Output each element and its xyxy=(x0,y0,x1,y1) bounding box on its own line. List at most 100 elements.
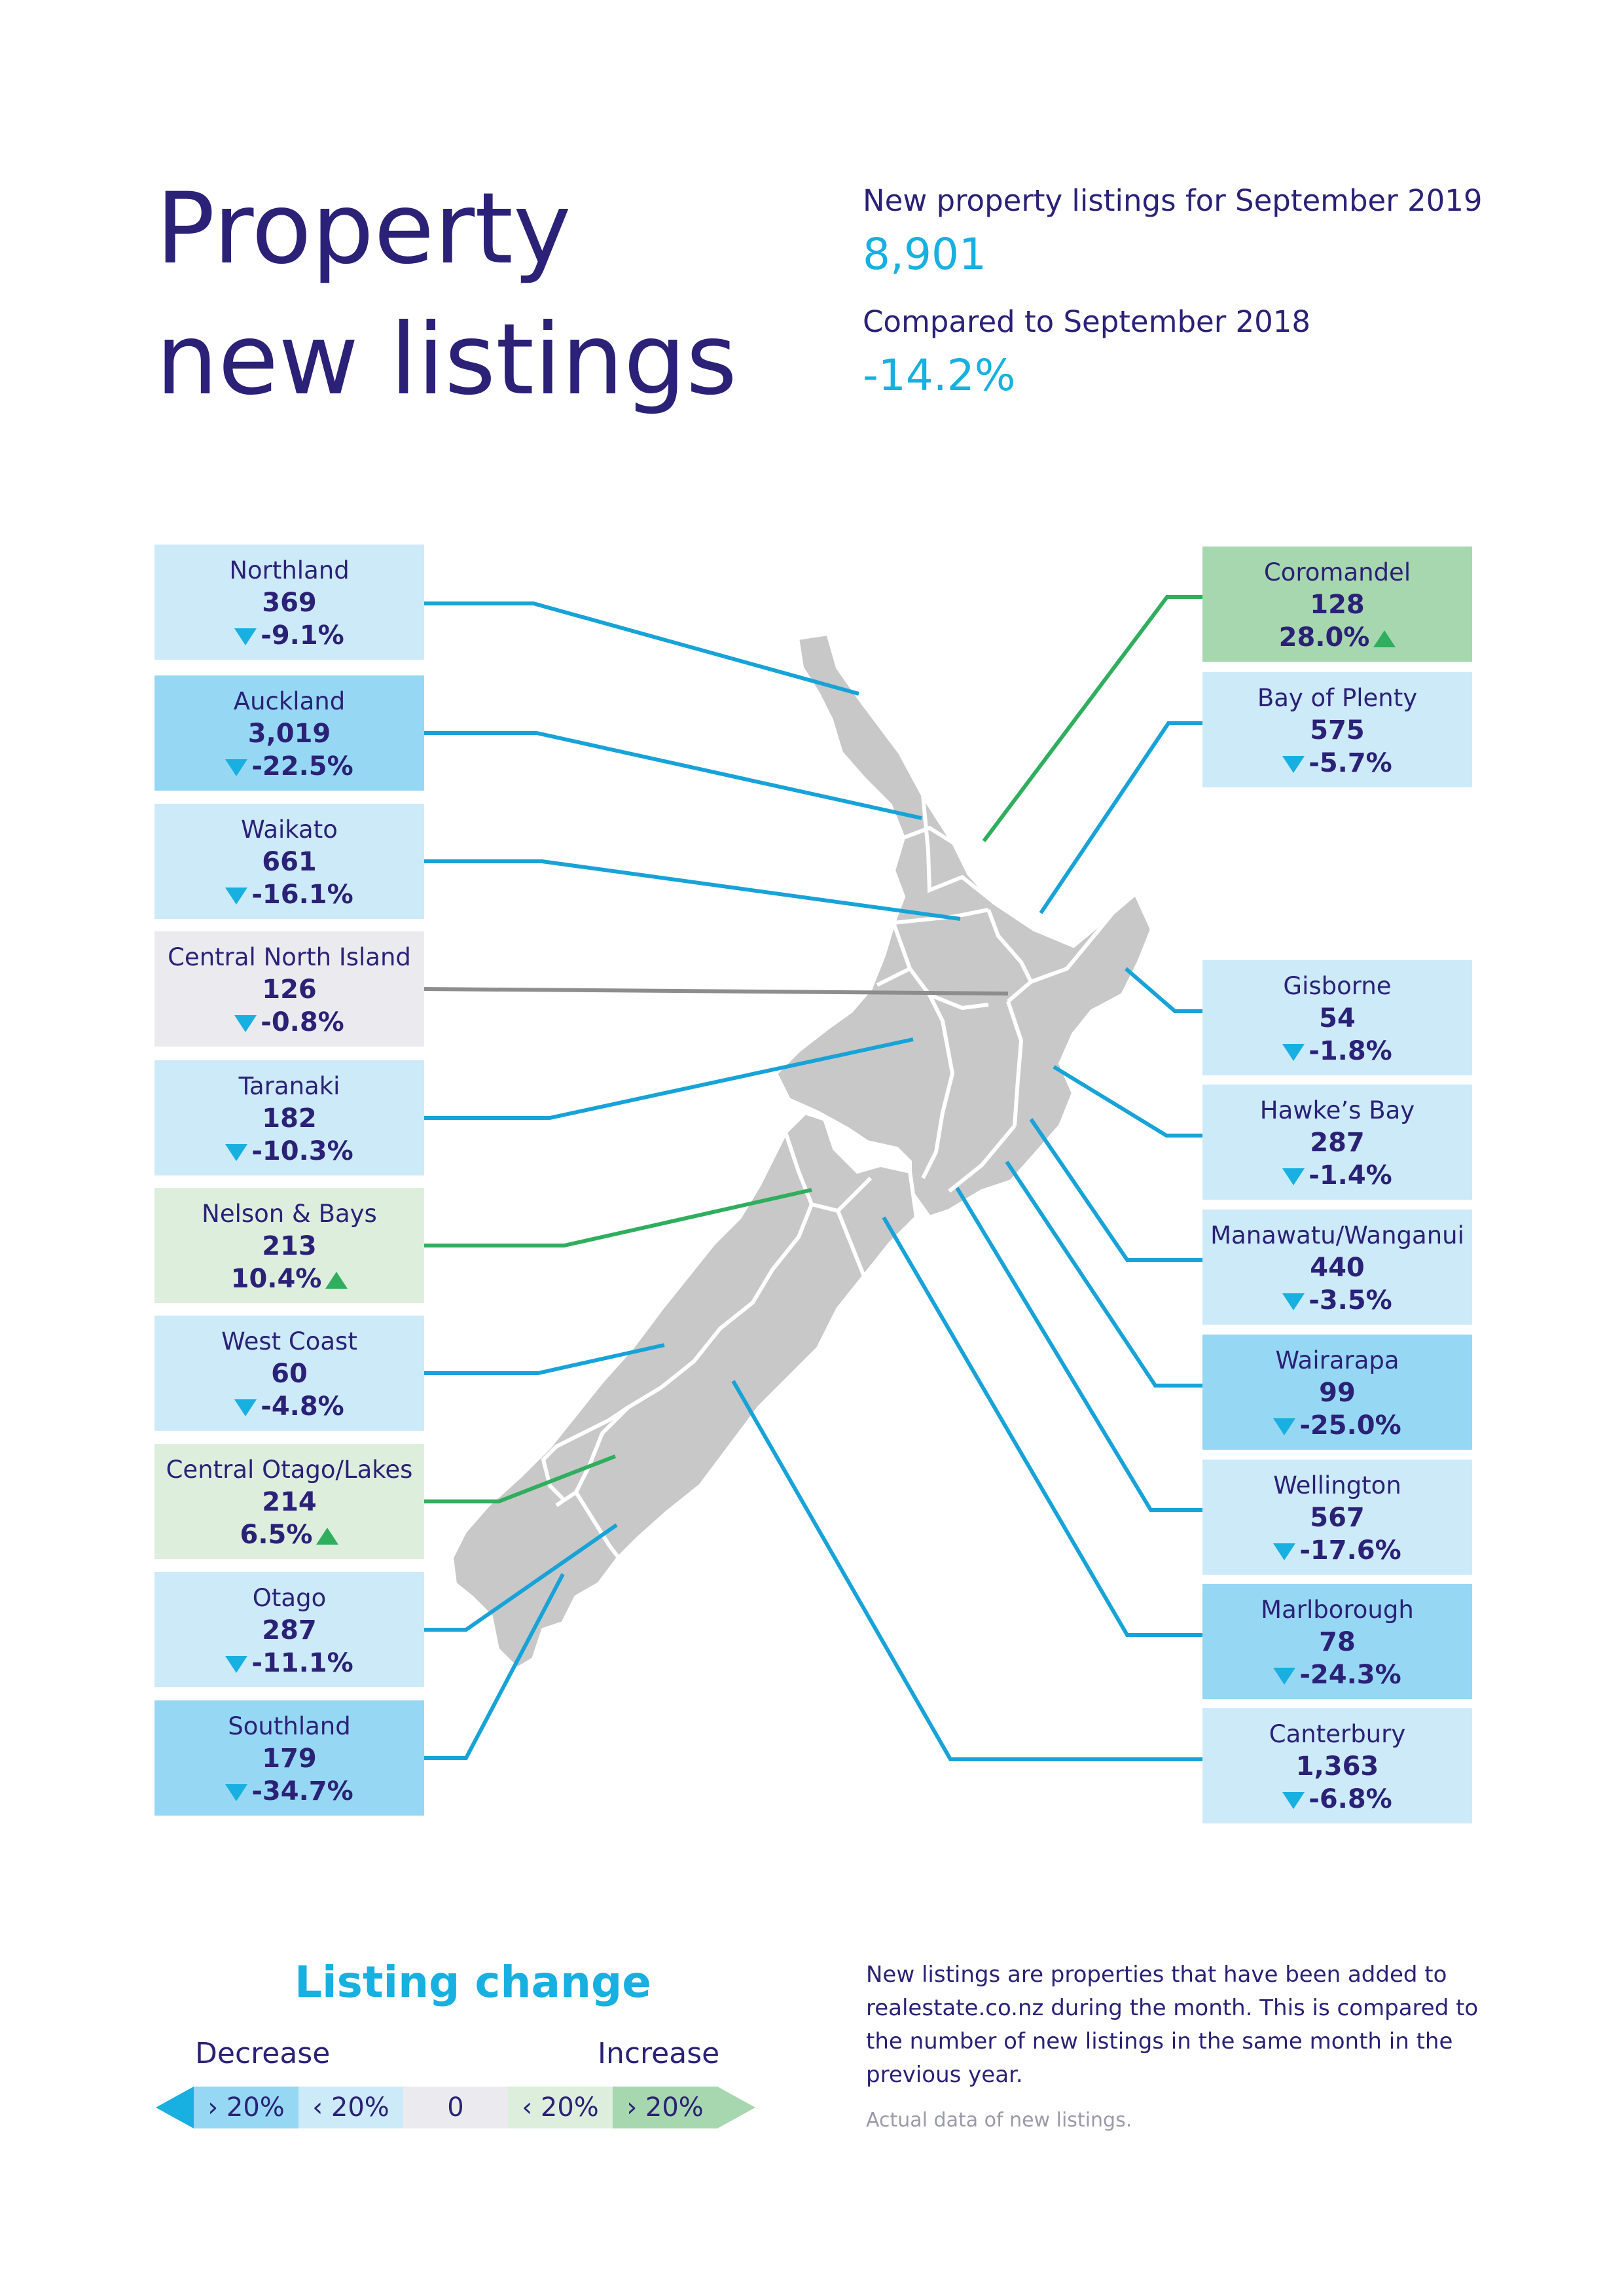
region-change-value: -9.1% xyxy=(261,620,344,651)
leader-wellington xyxy=(955,1187,1202,1512)
region-name: Canterbury xyxy=(1269,1720,1406,1748)
region-name: Hawke’s Bay xyxy=(1259,1096,1415,1124)
leader-central-otago xyxy=(420,1454,617,1503)
leader-bay-of-plenty xyxy=(1039,721,1202,914)
region-box-marlborough: Marlborough 78 -24.3% xyxy=(1202,1584,1472,1699)
region-change: -5.7% xyxy=(1202,747,1472,780)
region-box-gisborne: Gisborne 54 -1.8% xyxy=(1202,960,1472,1075)
leader-waikato xyxy=(420,859,961,921)
region-change-value: -24.3% xyxy=(1299,1660,1401,1690)
region-change-value: -4.8% xyxy=(261,1391,344,1422)
region-value: 182 xyxy=(262,1103,317,1134)
leader-manawatu xyxy=(1029,1118,1202,1262)
region-change-value: -22.5% xyxy=(251,751,353,781)
region-change: -11.1% xyxy=(154,1647,424,1679)
region-value: 1,363 xyxy=(1295,1751,1379,1782)
region-box-bay-of-plenty: Bay of Plenty 575 -5.7% xyxy=(1202,672,1472,787)
region-value: 567 xyxy=(1310,1503,1365,1533)
leader-otago xyxy=(420,1523,618,1632)
region-box-coromandel: Coromandel 128 28.0% xyxy=(1202,547,1472,662)
region-value: 78 xyxy=(1319,1627,1356,1657)
leader-wairarapa xyxy=(1005,1160,1202,1388)
decrease-arrow-icon xyxy=(1282,1044,1305,1061)
leader-lines xyxy=(420,595,1202,1761)
region-name: Waikato xyxy=(241,816,338,844)
region-name: Auckland xyxy=(233,687,346,715)
legend-cell-mild-increase: ‹ 20% xyxy=(508,2087,613,2128)
region-value: 287 xyxy=(1310,1128,1365,1158)
decrease-arrow-icon xyxy=(1273,1668,1296,1685)
decrease-arrow-icon xyxy=(225,1656,248,1673)
region-change: 10.4% xyxy=(154,1263,424,1295)
region-value: 126 xyxy=(262,975,317,1005)
region-change-value: -1.8% xyxy=(1308,1036,1392,1066)
leader-coromandel xyxy=(982,595,1202,842)
decrease-arrow-icon xyxy=(234,1015,257,1032)
region-change-value: -25.0% xyxy=(1299,1410,1401,1441)
region-change: -6.8% xyxy=(1202,1783,1472,1816)
region-change: -9.1% xyxy=(154,619,424,652)
leader-gisborne xyxy=(1125,967,1202,1013)
decrease-arrow-icon xyxy=(1282,1168,1305,1185)
legend-cell-mild-decrease: ‹ 20% xyxy=(298,2087,403,2128)
region-name: West Coast xyxy=(221,1327,357,1355)
north-island-shape xyxy=(773,631,1155,1220)
decrease-arrow-icon xyxy=(225,888,248,905)
region-name: Coromandel xyxy=(1263,558,1411,586)
region-name: Nelson & Bays xyxy=(202,1200,377,1228)
region-box-waikato: Waikato 661 -16.1% xyxy=(154,804,424,919)
decrease-arrow-icon xyxy=(1273,1418,1296,1435)
legend-title: Listing change xyxy=(295,1957,651,2007)
legend-cell-strong-decrease: › 20% xyxy=(194,2087,298,2128)
source-note: Actual data of new listings. xyxy=(866,2109,1132,2132)
region-name: Southland xyxy=(228,1712,351,1740)
region-value: 214 xyxy=(262,1487,317,1517)
north-island xyxy=(773,631,1155,1220)
region-box-nelson-bays: Nelson & Bays 213 10.4% xyxy=(154,1188,424,1303)
leader-canterbury xyxy=(731,1380,1202,1761)
region-change-value: -16.1% xyxy=(251,880,353,910)
region-name: Otago xyxy=(252,1584,327,1612)
region-name: Taranaki xyxy=(238,1072,340,1100)
compare-label: Compared to September 2018 xyxy=(863,304,1311,339)
region-box-northland: Northland 369 -9.1% xyxy=(154,545,424,660)
region-change-value: 28.0% xyxy=(1278,622,1370,653)
region-change-value: -6.8% xyxy=(1308,1784,1392,1814)
region-box-central-north-island: Central North Island 126 -0.8% xyxy=(154,931,424,1047)
current-listings-label: New property listings for September 2019 xyxy=(863,183,1483,218)
leader-taranaki xyxy=(420,1037,914,1120)
increase-arrow-icon xyxy=(316,1528,339,1545)
decrease-arrow-icon xyxy=(1282,756,1305,773)
leader-southland xyxy=(420,1573,565,1760)
region-name: Manawatu/Wanganui xyxy=(1210,1221,1464,1249)
region-box-taranaki: Taranaki 182 -10.3% xyxy=(154,1060,424,1175)
region-name: Gisborne xyxy=(1283,972,1392,1000)
region-name: Bay of Plenty xyxy=(1257,684,1418,712)
decrease-arrow-icon xyxy=(225,1784,248,1801)
region-name: Wairarapa xyxy=(1275,1346,1399,1374)
methodology-note: New listings are properties that have be… xyxy=(866,1962,1479,2088)
decrease-arrow-icon xyxy=(1282,1792,1305,1809)
region-change-value: -5.7% xyxy=(1308,748,1392,778)
region-box-manawatu-wanganui: Manawatu/Wanganui 440 -3.5% xyxy=(1202,1210,1472,1325)
region-name: Marlborough xyxy=(1261,1596,1414,1624)
region-change: -1.8% xyxy=(1202,1035,1472,1067)
region-change-value: -17.6% xyxy=(1299,1535,1401,1566)
page-title-line2: new listings xyxy=(156,303,738,417)
decrease-arrow-icon xyxy=(234,1399,257,1416)
region-change-value: 10.4% xyxy=(230,1264,322,1294)
region-box-southland: Southland 179 -34.7% xyxy=(154,1700,424,1816)
decrease-arrow-icon xyxy=(1273,1543,1296,1560)
legend-right-arrow-icon xyxy=(717,2087,755,2128)
legend-cell-neutral: 0 xyxy=(403,2087,508,2128)
region-name: Wellington xyxy=(1273,1471,1401,1499)
region-change: -34.7% xyxy=(154,1775,424,1808)
region-value: 213 xyxy=(262,1231,317,1261)
region-value: 369 xyxy=(262,588,317,618)
south-island xyxy=(449,1110,919,1672)
region-change-value: 6.5% xyxy=(240,1520,313,1550)
region-change-value: -1.4% xyxy=(1308,1160,1392,1191)
region-box-wellington: Wellington 567 -17.6% xyxy=(1202,1460,1472,1575)
region-value: 99 xyxy=(1319,1378,1356,1408)
